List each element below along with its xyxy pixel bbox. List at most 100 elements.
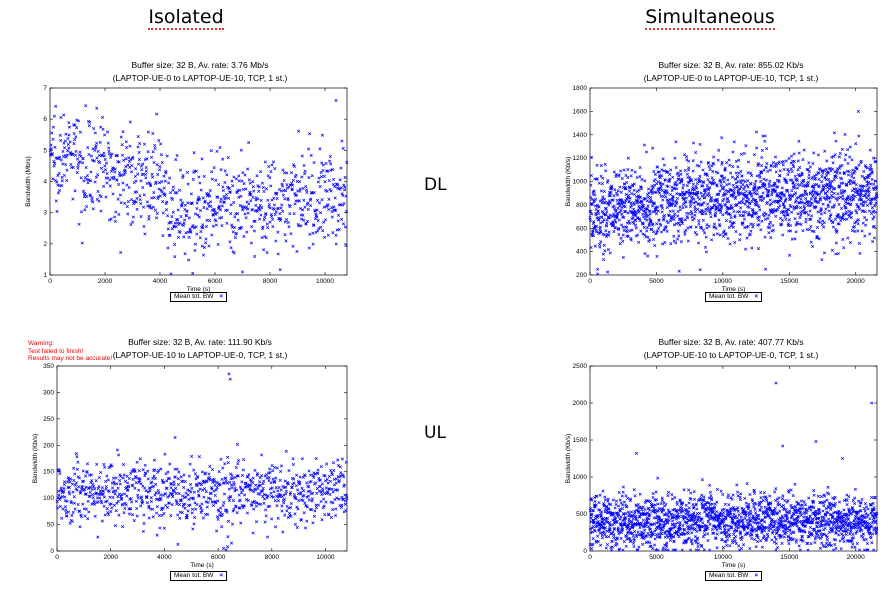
data-point (92, 159, 96, 163)
data-point (710, 527, 715, 531)
data-point (63, 153, 67, 158)
data-point (100, 115, 105, 119)
x-tick-label: 10000 (714, 554, 732, 561)
y-tick-label: 6 (43, 116, 47, 123)
data-point (715, 500, 719, 504)
x-tick-label: 2000 (98, 278, 113, 285)
data-point (94, 175, 98, 179)
data-point (113, 167, 117, 171)
data-point (719, 489, 723, 493)
data-point (64, 155, 68, 159)
data-point (81, 189, 86, 193)
data-point (636, 530, 640, 534)
data-point (696, 536, 700, 540)
data-point (708, 483, 712, 487)
data-point (94, 144, 98, 148)
data-point (72, 142, 76, 146)
data-point (109, 217, 113, 221)
data-point (693, 527, 697, 531)
data-point (118, 193, 122, 197)
data-point (136, 172, 140, 176)
data-point (620, 507, 625, 511)
data-point (709, 494, 713, 498)
data-point (763, 529, 767, 533)
data-point (754, 502, 758, 506)
data-points (588, 381, 879, 552)
data-point (695, 529, 699, 533)
data-point (62, 141, 66, 145)
data-point (87, 152, 91, 157)
data-point (706, 532, 710, 536)
data-point (93, 131, 97, 135)
data-point (59, 115, 63, 120)
data-point (774, 487, 778, 491)
data-point (759, 539, 763, 543)
data-point (700, 478, 704, 482)
data-point (603, 532, 607, 537)
data-point (747, 516, 752, 520)
data-point (763, 520, 767, 524)
data-point (626, 496, 630, 500)
data-point (664, 548, 668, 552)
data-point (690, 538, 694, 542)
data-point (119, 201, 123, 205)
data-point (615, 542, 619, 546)
data-point (67, 125, 72, 129)
data-point (653, 503, 657, 507)
data-point (651, 492, 655, 496)
data-point (77, 119, 81, 123)
data-point (757, 521, 762, 525)
data-point (105, 171, 109, 176)
data-point (134, 179, 138, 183)
data-point (120, 143, 124, 147)
data-point (721, 546, 725, 550)
data-point (745, 482, 749, 486)
data-point (123, 171, 127, 175)
data-point (83, 192, 87, 196)
data-point (648, 541, 652, 545)
data-point (682, 488, 686, 492)
data-point (89, 154, 94, 158)
data-point (700, 493, 704, 497)
data-point (126, 212, 130, 216)
y-tick-label: 7 (43, 85, 47, 92)
data-point (744, 501, 748, 505)
data-point (720, 538, 724, 542)
data-point (753, 491, 757, 495)
data-point (724, 540, 728, 544)
data-point (137, 150, 141, 155)
data-point (591, 537, 595, 541)
data-point (71, 197, 75, 201)
data-point (768, 494, 772, 498)
data-point (660, 498, 664, 502)
data-point (74, 149, 78, 153)
data-point (749, 509, 753, 513)
data-point (77, 222, 81, 226)
data-point (71, 153, 75, 157)
data-point (604, 546, 608, 550)
chart-title: Buffer size: 32 B, Av. rate: 3.76 Mb/s (131, 60, 269, 70)
data-point (58, 133, 62, 137)
data-point (777, 496, 781, 500)
data-point (93, 180, 97, 184)
data-point (715, 487, 719, 491)
data-point (128, 144, 132, 148)
data-point (618, 498, 622, 502)
data-point (71, 165, 75, 169)
data-point (710, 502, 714, 506)
data-point (82, 179, 86, 183)
data-point (78, 130, 82, 134)
data-point (757, 513, 761, 517)
data-point (620, 494, 624, 498)
data-point (60, 179, 64, 183)
data-point (85, 174, 89, 178)
data-point (128, 165, 132, 169)
data-point (606, 497, 610, 501)
data-point (84, 104, 88, 108)
data-point (97, 153, 101, 157)
data-point (134, 200, 138, 204)
data-point (65, 153, 69, 157)
data-point (668, 538, 672, 542)
data-point (651, 495, 655, 500)
